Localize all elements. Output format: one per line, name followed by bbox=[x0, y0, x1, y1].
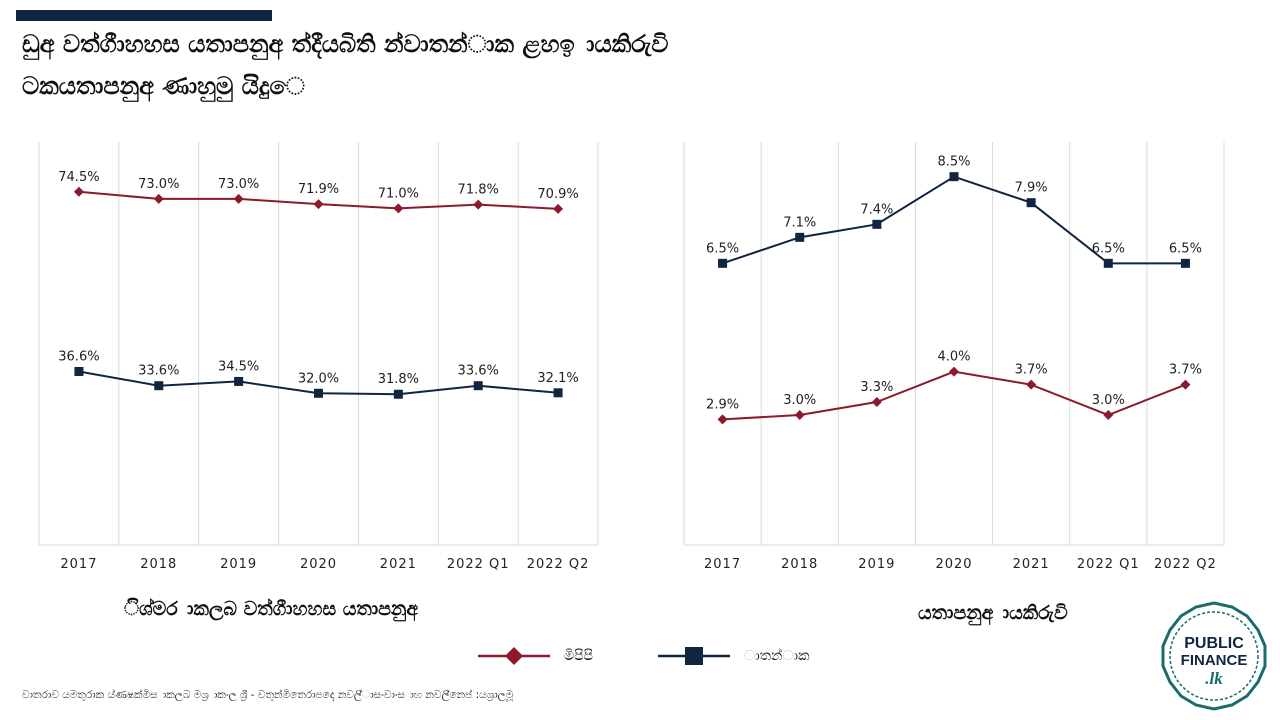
data-label: 7.4% bbox=[860, 202, 893, 217]
x-tick-label: 2022 Q2 bbox=[527, 557, 590, 572]
data-point bbox=[234, 376, 244, 386]
data-label: 7.9% bbox=[1015, 181, 1048, 196]
x-tick-label: 2020 bbox=[935, 557, 972, 572]
svg-text:.lk: .lk bbox=[1205, 669, 1223, 688]
data-label: 33.6% bbox=[458, 364, 499, 379]
data-label: 6.5% bbox=[1092, 241, 1125, 256]
data-point bbox=[1103, 410, 1114, 420]
data-point bbox=[153, 193, 164, 204]
legend-marker-navy bbox=[658, 647, 730, 665]
x-tick-label: 2018 bbox=[781, 557, 818, 572]
data-label: 71.9% bbox=[298, 182, 339, 197]
legend-marker-red bbox=[478, 647, 550, 665]
data-point bbox=[949, 172, 959, 182]
x-tick-label: 2021 bbox=[1013, 557, 1050, 572]
data-label: 4.0% bbox=[937, 350, 970, 365]
svg-text:PUBLIC: PUBLIC bbox=[1184, 635, 1244, 652]
data-label: 3.3% bbox=[860, 380, 893, 395]
data-point bbox=[794, 410, 805, 420]
data-label: 36.6% bbox=[58, 349, 99, 364]
page-title-line-1: ඩුඅ වත්ගීාහහස යතාපනුඅ ත්දීයබිති න්වාතන්ා… bbox=[22, 30, 669, 58]
data-point bbox=[718, 258, 728, 268]
data-point bbox=[74, 366, 84, 376]
left-line-chart: 2017 2018 2019 2020 2021 2022 Q1 2022 Q2 74.5% 7… bbox=[38, 142, 599, 572]
x-tick-label: 2018 bbox=[140, 557, 177, 572]
data-point bbox=[233, 193, 244, 204]
x-tick-label: 2022 Q2 bbox=[1154, 557, 1217, 572]
legend-label-navy: ාතන්ාක bbox=[744, 648, 810, 664]
data-label: 31.8% bbox=[378, 372, 419, 387]
data-point bbox=[473, 199, 484, 210]
data-label: 3.7% bbox=[1015, 363, 1048, 378]
data-point bbox=[314, 388, 323, 398]
x-tick-label: 2019 bbox=[858, 557, 895, 572]
legend: මිපිපි ාතන්ාක bbox=[476, 640, 856, 676]
data-label: 32.1% bbox=[537, 371, 578, 386]
x-tick-label: 2017 bbox=[60, 557, 97, 572]
x-tick-label: 2020 bbox=[300, 557, 337, 572]
data-label: 73.0% bbox=[138, 177, 179, 192]
x-tick-label: 2022 Q1 bbox=[1077, 557, 1140, 572]
data-point bbox=[393, 389, 403, 399]
data-label: 6.5% bbox=[706, 241, 739, 256]
data-point bbox=[553, 388, 563, 398]
data-point bbox=[393, 203, 404, 214]
data-point bbox=[949, 366, 959, 377]
source-footnote: වාතරාව යමතුරාක ය්ණෂක්මිස ාකලබ මශ්‍ර ාකංල… bbox=[22, 689, 514, 701]
x-tick-label: 2022 Q1 bbox=[447, 557, 510, 572]
data-point bbox=[73, 186, 84, 197]
data-point bbox=[871, 397, 882, 407]
svg-text:FINANCE: FINANCE bbox=[1181, 652, 1248, 669]
data-point bbox=[553, 203, 564, 214]
data-label: 74.5% bbox=[58, 170, 99, 185]
x-tick-label: 2019 bbox=[220, 557, 257, 572]
data-label: 7.1% bbox=[783, 215, 816, 230]
right-line-chart: 2017 2018 2019 2020 2021 2022 Q1 2022 Q2 6.5% 7.… bbox=[683, 142, 1225, 572]
data-label: 3.0% bbox=[1092, 393, 1125, 408]
data-label: 33.6% bbox=[138, 364, 179, 379]
data-point bbox=[1103, 258, 1113, 268]
data-label: 2.9% bbox=[706, 397, 739, 412]
data-label: 70.9% bbox=[537, 187, 578, 202]
x-tick-label: 2021 bbox=[380, 557, 417, 572]
data-point bbox=[717, 414, 728, 425]
data-label: 3.0% bbox=[783, 393, 816, 408]
data-point bbox=[795, 232, 805, 242]
accent-bar bbox=[16, 10, 272, 21]
data-label: 73.0% bbox=[218, 177, 259, 192]
public-finance-logo: PUBLIC FINANCE .lk bbox=[1161, 601, 1267, 711]
data-point bbox=[1180, 379, 1191, 390]
right-chart-caption: යතාපනුඅ ායකිරුවි bbox=[918, 602, 1068, 624]
data-point bbox=[1026, 379, 1037, 390]
data-label: 34.5% bbox=[218, 359, 259, 374]
legend-item-navy: ාතන්ාක bbox=[656, 644, 809, 668]
left-chart-caption: ිශ්මර ාකලබ වත්ගීාහහස යතාපනුඅ bbox=[124, 598, 419, 620]
data-point bbox=[872, 219, 882, 229]
x-tick-label: 2017 bbox=[704, 557, 741, 572]
data-point bbox=[1180, 258, 1190, 268]
data-label: 32.0% bbox=[298, 371, 339, 386]
data-point bbox=[473, 381, 483, 391]
data-point bbox=[1026, 198, 1036, 208]
data-label: 71.8% bbox=[458, 183, 499, 198]
data-point bbox=[154, 381, 164, 391]
data-label: 71.0% bbox=[378, 186, 419, 201]
data-label: 3.7% bbox=[1169, 363, 1202, 378]
data-label: 6.5% bbox=[1169, 241, 1202, 256]
data-label: 8.5% bbox=[937, 155, 970, 170]
legend-item-red: මිපිපි bbox=[476, 644, 593, 668]
page-title-line-2: ටකයතාපනුඅ ණාහුමු යිදුෙ bbox=[22, 72, 305, 100]
data-point bbox=[313, 199, 324, 210]
legend-label-red: මිපිපි bbox=[564, 648, 594, 664]
